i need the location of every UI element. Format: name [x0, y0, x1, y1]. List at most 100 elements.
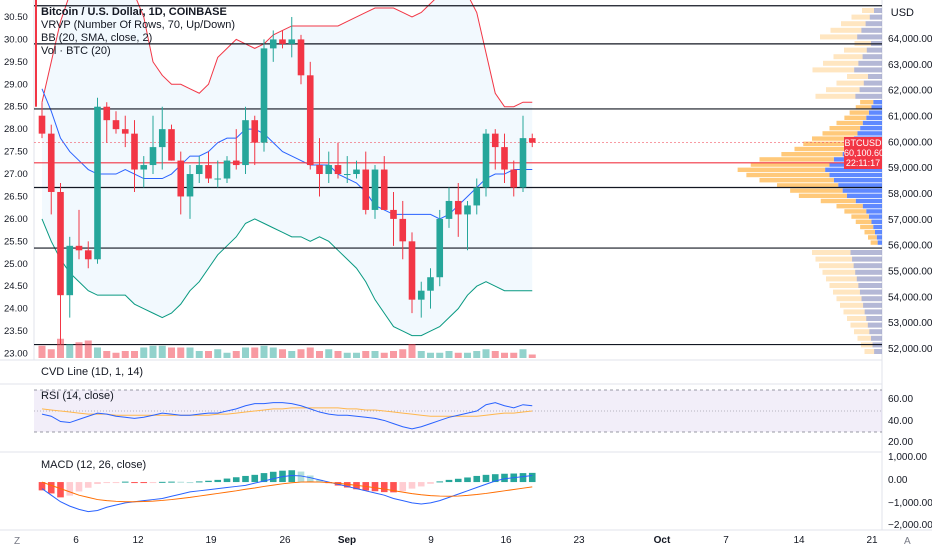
macd-histogram-bar: [269, 471, 277, 483]
macd-histogram-bar: [343, 482, 351, 488]
candle-body: [168, 129, 175, 161]
volume-profile-down-bar: [737, 167, 826, 172]
candle-body: [84, 250, 92, 260]
macd-histogram-bar: [427, 482, 434, 484]
volume-profile-faded-bar: [855, 93, 882, 99]
candle-body: [306, 75, 314, 166]
indicator-bb-label[interactable]: BB (20, SMA, close, 2): [41, 32, 153, 44]
volume-bar: [177, 347, 185, 358]
volume-profile-faded-bar: [874, 8, 882, 13]
volume-profile-up-bar: [868, 214, 882, 219]
macd-histogram-bar: [112, 482, 120, 484]
macd-scale-tick: 1,000.00: [888, 452, 927, 463]
volume-bar: [131, 351, 138, 358]
macd-histogram-bar: [131, 482, 138, 484]
volume-profile-faded-bar: [815, 93, 882, 99]
macd-histogram-bar: [242, 475, 249, 483]
macd-pane-label[interactable]: MACD (12, 26, close): [41, 459, 147, 471]
volume-bar: [242, 347, 249, 358]
candle-body: [482, 133, 490, 188]
volume-bar: [306, 347, 314, 358]
macd-histogram-bar: [501, 473, 508, 483]
volume-profile-faded-bar: [852, 256, 882, 262]
macd-histogram-bar: [288, 470, 296, 483]
candle-body: [269, 39, 277, 49]
volume-profile-down-bar: [759, 178, 834, 183]
time-axis-tick: 12: [132, 535, 144, 546]
volume-profile-down-bar: [855, 105, 872, 110]
candle-body: [232, 160, 240, 166]
volume-profile-down-bar: [864, 230, 875, 235]
candle-body: [288, 39, 296, 44]
volume-bar: [473, 351, 481, 358]
volume-bar: [482, 349, 490, 358]
volume-profile-faded-bar: [869, 329, 882, 335]
right-price-tick: 57,000.00: [888, 215, 932, 226]
right-price-tick: 55,000.00: [888, 267, 932, 278]
volume-profile-faded-bar: [863, 80, 882, 86]
left-price-tick: 26.00: [4, 214, 28, 225]
volume-profile-faded-bar: [864, 309, 882, 315]
time-axis-tick: 19: [205, 535, 217, 546]
macd-scale-tick: −2,000.00: [888, 520, 932, 531]
right-price-tick: 53,000.00: [888, 318, 932, 329]
candle-body: [454, 200, 462, 215]
macd-histogram-bar: [121, 481, 129, 483]
currency-label[interactable]: USD: [890, 7, 914, 19]
symbol-title[interactable]: Bitcoin / U.S. Dollar, 1D, COINBASE: [41, 6, 227, 18]
volume-profile-faded-bar: [855, 269, 882, 275]
volume-bar: [195, 351, 203, 358]
left-price-tick: 28.50: [4, 102, 28, 113]
volume-bar: [84, 340, 92, 358]
time-axis-tick: 21: [866, 535, 878, 546]
macd-histogram-bar: [297, 471, 305, 483]
right-price-tick: 52,000.00: [888, 344, 932, 355]
volume-profile-down-bar: [790, 188, 843, 193]
volume-bar: [353, 352, 360, 358]
volume-profile-faded-bar: [862, 8, 882, 13]
macd-histogram-bar: [260, 473, 268, 483]
volume-profile-up-bar: [866, 209, 882, 214]
rsi-pane-label[interactable]: RSI (14, close): [41, 390, 114, 402]
volume-profile-down-bar: [820, 198, 856, 204]
macd-scale-tick: −1,000.00: [888, 498, 932, 509]
candle-body: [186, 174, 194, 197]
volume-profile-down-bar: [870, 240, 878, 245]
candle-body: [316, 165, 323, 175]
left-price-tick: 23.50: [4, 326, 28, 337]
left-price-tick: 24.00: [4, 304, 28, 315]
volume-profile-down-bar: [844, 209, 867, 214]
volume-profile-down-bar: [794, 146, 847, 152]
candle-body: [353, 169, 360, 175]
volume-profile-faded-bar: [858, 60, 882, 66]
volume-profile-down-bar: [777, 183, 839, 188]
indicator-vrvp-label[interactable]: VRVP (Number Of Rows, 70, Up/Down): [41, 19, 235, 31]
candle-body: [131, 133, 138, 170]
right-price-tick: 61,000.00: [888, 112, 932, 123]
volume-profile-down-bar: [849, 110, 869, 115]
left-price-tick: 29.50: [4, 57, 28, 68]
volume-profile-faded-bar: [812, 250, 882, 255]
volume-profile-faded-bar: [857, 335, 882, 341]
left-price-tick: 23.00: [4, 349, 28, 360]
candle-body: [436, 218, 444, 278]
macd-line: [41, 474, 533, 513]
cvd-pane-label[interactable]: CVD Line (1D, 1, 14): [41, 366, 144, 378]
volume-profile-faded-bar: [870, 335, 882, 341]
timezone-button[interactable]: Z: [14, 536, 21, 547]
macd-histogram-bar: [473, 475, 481, 483]
volume-profile-faded-bar: [863, 302, 882, 308]
time-axis-tick: 6: [73, 535, 79, 546]
macd-histogram-bar: [251, 474, 259, 483]
volume-profile-down-bar: [844, 115, 867, 120]
volume-profile-faded-bar: [843, 309, 882, 315]
left-price-tick: 27.50: [4, 147, 28, 158]
indicator-vol-label[interactable]: Vol · BTC (20): [41, 45, 111, 57]
macd-histogram-bar: [223, 478, 231, 483]
right-price-tick: 62,000.00: [888, 86, 932, 97]
auto-scale-button[interactable]: A: [904, 536, 911, 547]
volume-profile-down-bar: [750, 162, 830, 167]
volume-bar: [288, 351, 296, 358]
